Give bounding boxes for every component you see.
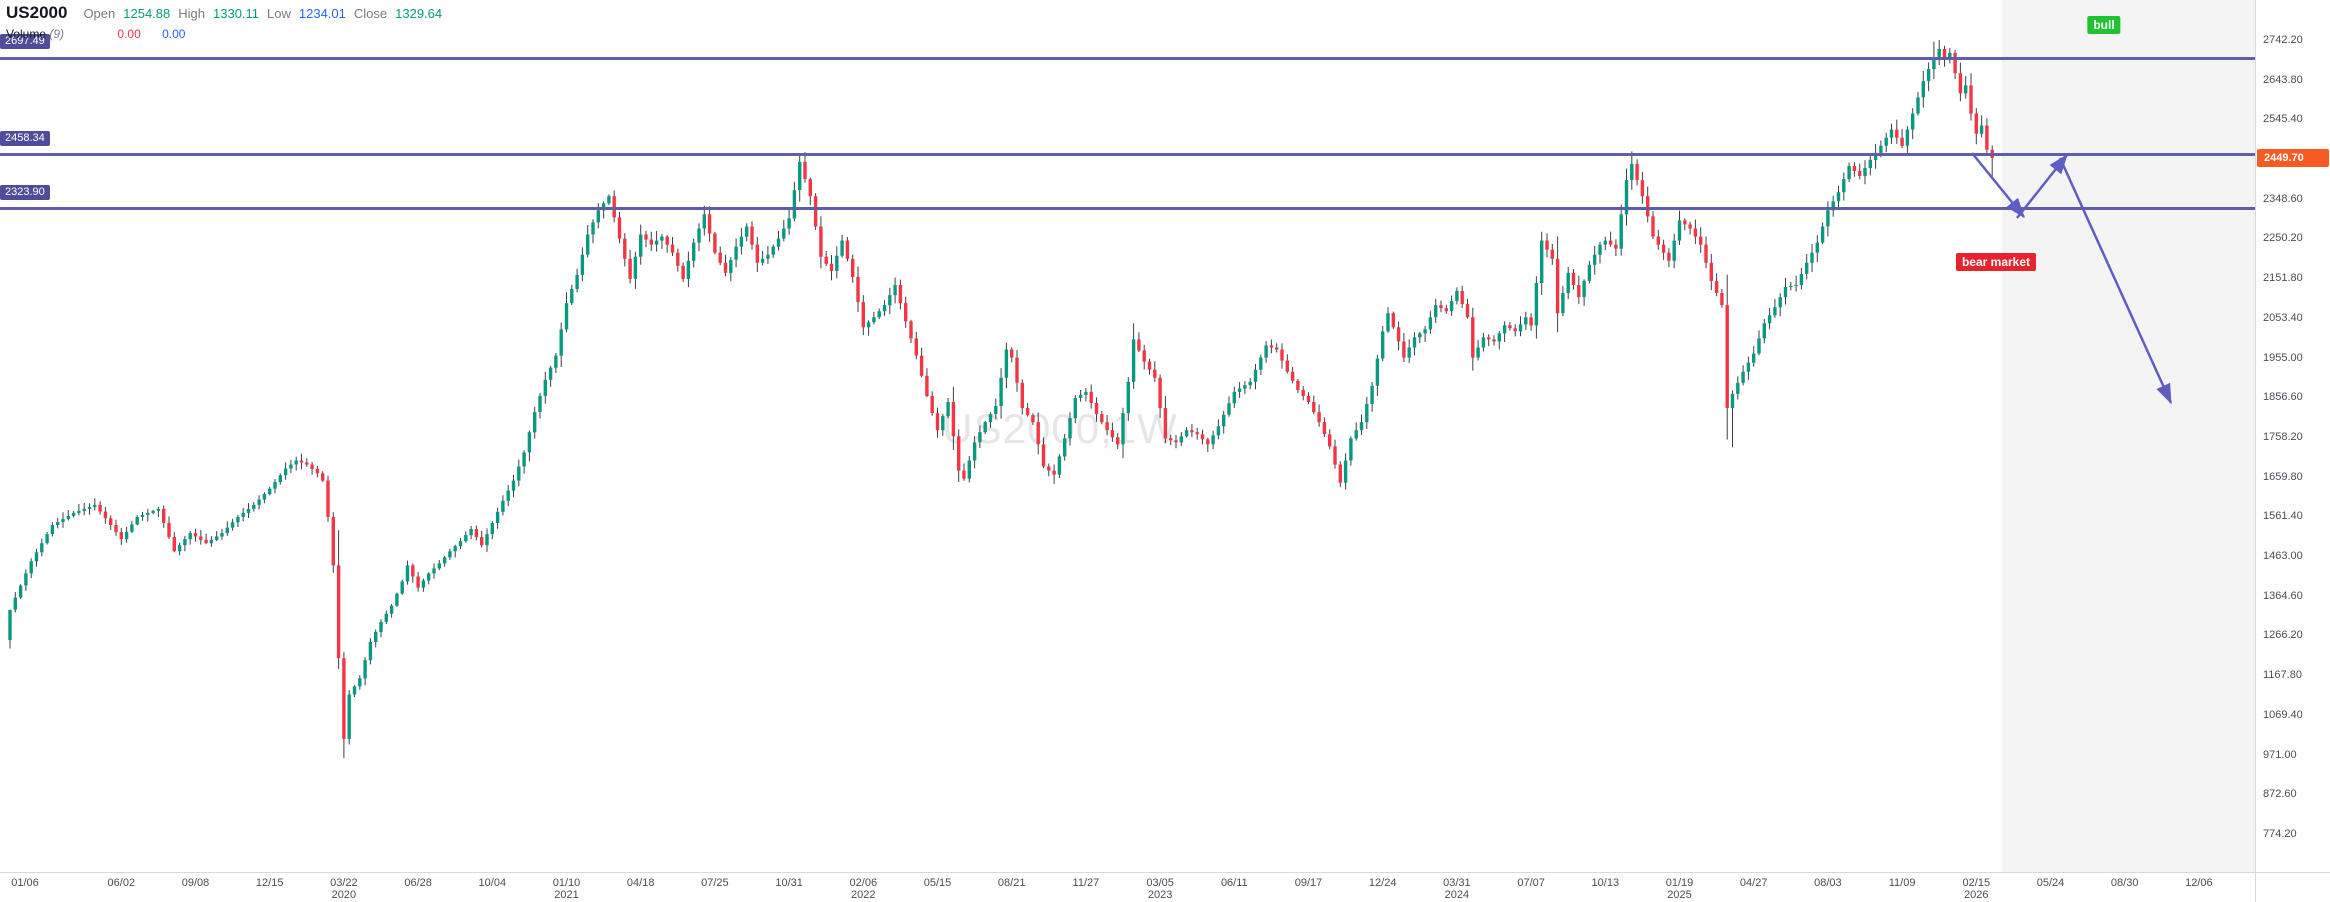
price-axis-label: 2151.80 xyxy=(2263,272,2303,285)
time-axis-label: 08/30 xyxy=(2110,877,2139,889)
symbol-name[interactable]: US2000 xyxy=(6,3,68,22)
time-axis-label: 11/27 xyxy=(1072,877,1100,889)
time-axis-label: 05/15 xyxy=(923,877,952,889)
price-axis[interactable]: 2742.20 2643.80 2545.40 2348.60 2250.20 2151.… xyxy=(2255,0,2330,872)
symbol-legend: US2000 Open 1254.88 High 1330.11 Low 123… xyxy=(6,3,450,41)
time-axis[interactable]: 01/06 06/02 09/08 12/15 03/22 2020 06/28 10/04 0… xyxy=(0,872,2255,902)
time-axis-label: 03/22 2020 xyxy=(330,877,358,901)
time-axis-label: 09/17 xyxy=(1294,877,1323,889)
low-label: Low xyxy=(267,6,291,21)
price-axis-label: 1856.60 xyxy=(2263,391,2303,404)
price-axis-label: 1069.40 xyxy=(2263,708,2303,721)
volume-label: Volume xyxy=(6,27,47,41)
time-axis-label: 11/09 xyxy=(1888,877,1916,889)
time-axis-label: 02/06 2022 xyxy=(849,877,878,901)
high-value: 1330.11 xyxy=(213,6,260,21)
volume-period: (9) xyxy=(49,27,65,41)
time-axis-label: 10/13 xyxy=(1591,877,1620,889)
candlestick-series[interactable] xyxy=(0,0,2255,872)
time-axis-label: 03/31 2024 xyxy=(1443,877,1471,901)
low-value: 1234.01 xyxy=(298,6,346,21)
volume-value-2: 0.00 xyxy=(162,27,186,41)
price-axis-label: 2545.40 xyxy=(2263,113,2303,126)
price-axis-label: 2053.40 xyxy=(2263,311,2303,324)
bull-annotation[interactable]: bull xyxy=(2087,16,2121,34)
time-axis-label: 12/06 xyxy=(2185,877,2213,889)
time-axis-label: 06/02 xyxy=(107,877,136,889)
price-axis-label: 971.00 xyxy=(2263,748,2297,761)
price-axis-label: 1167.80 xyxy=(2263,669,2302,682)
price-axis-label: 2742.20 xyxy=(2263,34,2303,46)
projection-arrow[interactable] xyxy=(2058,157,2173,405)
price-axis-label: 1659.80 xyxy=(2263,470,2303,483)
time-axis-label: 07/07 xyxy=(1517,877,1545,889)
volume-legend[interactable]: Volume (9) 0.00 0.00 xyxy=(6,27,450,41)
close-label: Close xyxy=(353,6,388,21)
price-axis-label: 1463.00 xyxy=(2263,550,2303,563)
price-axis-label: 1955.00 xyxy=(2263,351,2303,364)
projection-arrows[interactable] xyxy=(0,0,2255,872)
time-axis-label: 01/06 xyxy=(11,877,39,889)
time-axis-label: 01/19 2025 xyxy=(1665,877,1694,901)
time-axis-label: 10/31 xyxy=(775,877,803,889)
ohlc-row: US2000 Open 1254.88 High 1330.11 Low 123… xyxy=(6,3,450,23)
last-price-badge: 2449.70 xyxy=(2257,149,2329,167)
time-axis-label: 06/11 xyxy=(1220,877,1248,889)
time-axis-label: 07/25 xyxy=(701,877,729,889)
price-axis-label: 1266.20 xyxy=(2263,629,2303,642)
price-axis-label: 2643.80 xyxy=(2263,73,2303,86)
price-axis-label: 1364.60 xyxy=(2263,589,2303,602)
open-value: 1254.88 xyxy=(123,6,171,21)
bear-market-annotation[interactable]: bear market xyxy=(1955,253,2037,271)
price-axis-label: 1561.40 xyxy=(2263,510,2303,523)
price-axis-label: 774.20 xyxy=(2263,827,2297,840)
time-axis-label: 10/04 xyxy=(478,877,507,889)
price-axis-label: 2348.60 xyxy=(2263,192,2303,205)
symbol-watermark: US2000,1W xyxy=(942,405,1178,452)
high-label: High xyxy=(178,6,205,21)
time-axis-label: 05/24 xyxy=(2036,877,2065,889)
projection-arrow[interactable] xyxy=(1971,152,2025,218)
axis-corner xyxy=(2255,872,2330,902)
time-axis-label: 04/27 xyxy=(1739,877,1768,889)
time-axis-label: 02/15 2026 xyxy=(1962,877,1991,901)
time-axis-label: 03/05 2023 xyxy=(1146,877,1174,901)
volume-value-1: 0.00 xyxy=(117,27,141,41)
close-value: 1329.64 xyxy=(395,6,443,21)
time-axis-label: 04/18 xyxy=(626,877,655,889)
projection-arrow[interactable] xyxy=(2016,154,2068,219)
open-label: Open xyxy=(83,6,116,21)
future-projection-zone xyxy=(2002,0,2255,872)
time-axis-label: 06/28 xyxy=(404,877,432,889)
time-axis-label: 12/24 xyxy=(1368,877,1397,889)
chart-plot-area[interactable]: US2000,1W 2697.49 2458.34 2323.90 bull bea… xyxy=(0,0,2255,872)
time-axis-label: 08/21 xyxy=(997,877,1026,889)
time-axis-label: 09/08 xyxy=(181,877,210,889)
price-axis-label: 1758.20 xyxy=(2263,430,2303,443)
price-axis-label: 872.60 xyxy=(2263,788,2297,801)
time-axis-label: 08/03 xyxy=(1814,877,1842,889)
time-axis-label: 01/10 2021 xyxy=(552,877,581,901)
price-axis-label: 2250.20 xyxy=(2263,232,2303,245)
time-axis-label: 12/15 xyxy=(255,877,284,889)
